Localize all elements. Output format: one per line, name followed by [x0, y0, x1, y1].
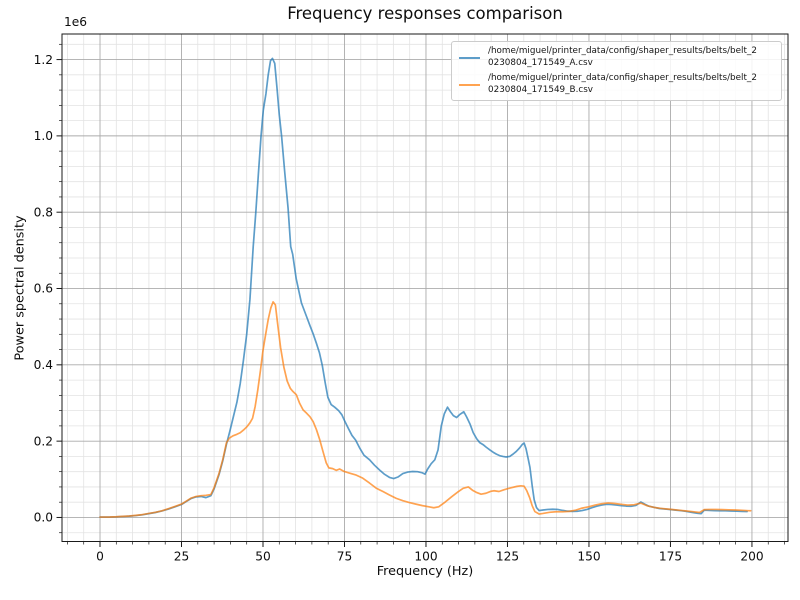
- y-tick-label: 0.2: [34, 434, 53, 448]
- legend: /home/miguel/printer_data/config/shaper_…: [451, 41, 782, 102]
- legend-label-b: /home/miguel/printer_data/config/shaper_…: [488, 73, 757, 96]
- series-line-a: [99, 57, 748, 518]
- axis-ticks: [56, 43, 785, 547]
- y-tick-label: 0.8: [34, 205, 53, 219]
- x-tick-label: 25: [174, 550, 190, 564]
- y-axis-label: Power spectral density: [12, 215, 28, 361]
- x-tick-label: 200: [740, 550, 763, 564]
- legend-label-b-line2: 0230804_171549_B.csv: [488, 84, 594, 95]
- y-tick-labels: 0.0 0.2 0.4 0.6 0.8 1.0 1.2: [34, 53, 54, 525]
- legend-label-a-line1: /home/miguel/printer_data/config/shaper_…: [488, 46, 757, 56]
- y-tick-label: 0.6: [34, 282, 53, 296]
- y-tick-label: 0.4: [34, 358, 54, 372]
- legend-label-a-line2: 0230804_171549_A.csv: [488, 57, 593, 68]
- legend-entry-series-b: /home/miguel/printer_data/config/shaper_…: [459, 73, 775, 96]
- grid-major: [62, 34, 788, 542]
- series-line-b: [99, 301, 752, 518]
- legend-entry-series-a: /home/miguel/printer_data/config/shaper_…: [459, 46, 775, 69]
- y-tick-label: 0.0: [34, 511, 53, 525]
- x-tick-label: 50: [255, 550, 271, 564]
- axes-spines: [61, 33, 789, 542]
- legend-line-sample-a-icon: [459, 56, 480, 59]
- legend-label-b-line1: /home/miguel/printer_data/config/shaper_…: [488, 73, 757, 84]
- x-tick-label: 125: [496, 550, 519, 564]
- legend-label-a: /home/miguel/printer_data/config/shaper_…: [488, 46, 757, 69]
- grid-minor: [62, 34, 788, 542]
- x-tick-label: 100: [414, 550, 437, 564]
- x-tick-label: 150: [577, 550, 600, 564]
- x-tick-label: 175: [659, 550, 682, 564]
- x-tick-label: 75: [337, 550, 353, 564]
- legend-line-sample-b-icon: [459, 83, 480, 86]
- chart-title: Frequency responses comparison: [287, 4, 563, 23]
- y-tick-label: 1.2: [34, 53, 53, 67]
- series-lines: [99, 57, 752, 518]
- x-axis-label: Frequency (Hz): [376, 564, 474, 579]
- x-tick-label: 0: [96, 550, 104, 564]
- y-offset-label: 1e6: [64, 15, 88, 29]
- y-tick-label: 1.0: [34, 129, 53, 143]
- x-tick-labels: 0 25 50 75 100 125 150 175 200: [96, 550, 763, 564]
